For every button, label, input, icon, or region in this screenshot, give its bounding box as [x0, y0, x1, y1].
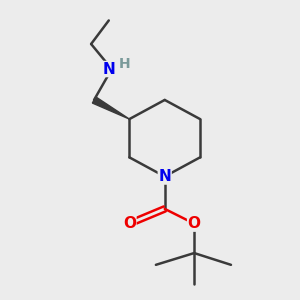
- Text: N: N: [158, 169, 171, 184]
- Polygon shape: [92, 97, 129, 119]
- Text: O: O: [188, 216, 201, 231]
- Text: N: N: [102, 61, 115, 76]
- Text: H: H: [118, 57, 130, 71]
- Text: O: O: [123, 216, 136, 231]
